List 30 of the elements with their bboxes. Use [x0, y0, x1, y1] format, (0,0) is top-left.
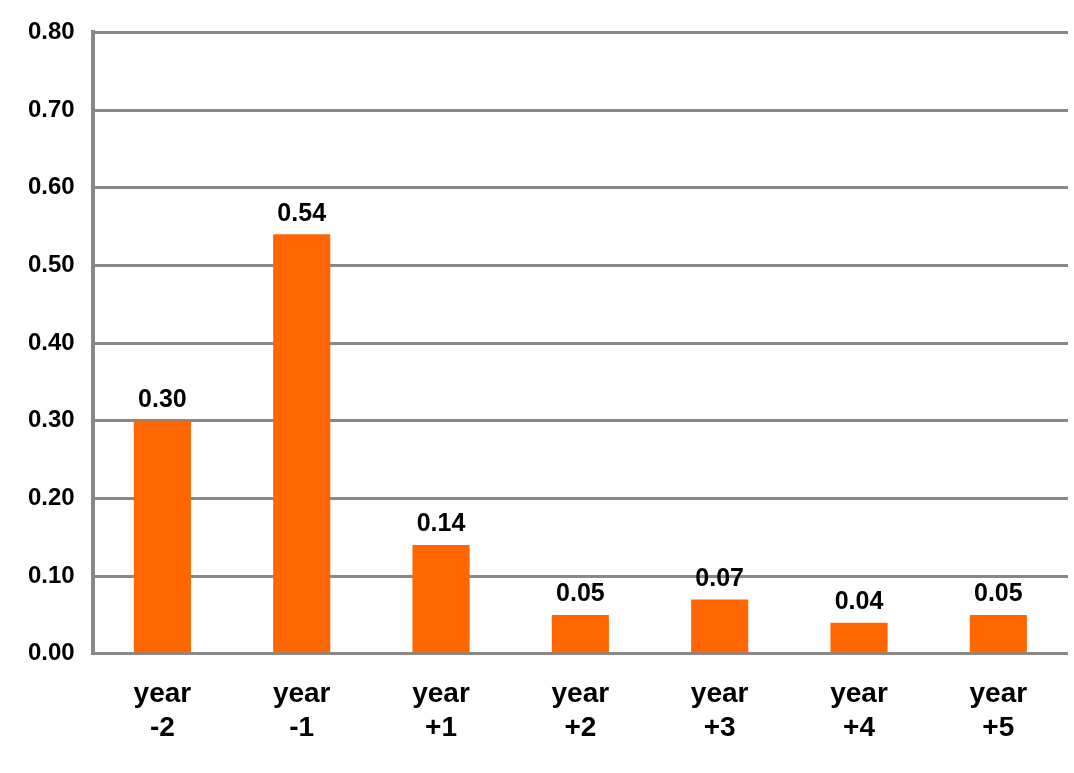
bar: [133, 420, 191, 653]
data-label: 0.04: [834, 586, 884, 615]
bar: [830, 622, 888, 653]
x-tick-label: year +1: [412, 677, 470, 742]
bar: [969, 614, 1027, 653]
y-tick-label: 0.50: [27, 250, 75, 278]
data-label: 0.30: [138, 384, 187, 413]
bar: [412, 545, 470, 653]
y-tick-label: 0.70: [27, 94, 75, 122]
y-tick-label: 0.80: [27, 17, 75, 45]
y-tick-label: 0.60: [27, 172, 75, 200]
x-tick-label: year +5: [969, 677, 1028, 742]
data-label: 0.07: [695, 562, 745, 591]
data-label: 0.14: [416, 508, 466, 537]
y-tick-label: 0.00: [27, 638, 75, 666]
bar: [551, 614, 609, 653]
bar: [273, 234, 331, 653]
x-tick-label: year +2: [551, 677, 610, 742]
data-label: 0.05: [556, 578, 605, 607]
x-tick-label: year +3: [690, 677, 749, 742]
data-label: 0.54: [277, 197, 327, 226]
bar: [691, 599, 749, 653]
x-tick-label: year -2: [133, 677, 192, 742]
y-tick-label: 0.10: [27, 560, 75, 588]
y-tick-label: 0.40: [27, 327, 75, 355]
data-label: 0.05: [974, 578, 1023, 607]
y-tick-label: 0.20: [27, 483, 75, 511]
y-tick-label: 0.30: [27, 405, 75, 433]
x-tick-label: year -1: [272, 677, 331, 742]
x-tick-label: year +4: [830, 677, 888, 742]
